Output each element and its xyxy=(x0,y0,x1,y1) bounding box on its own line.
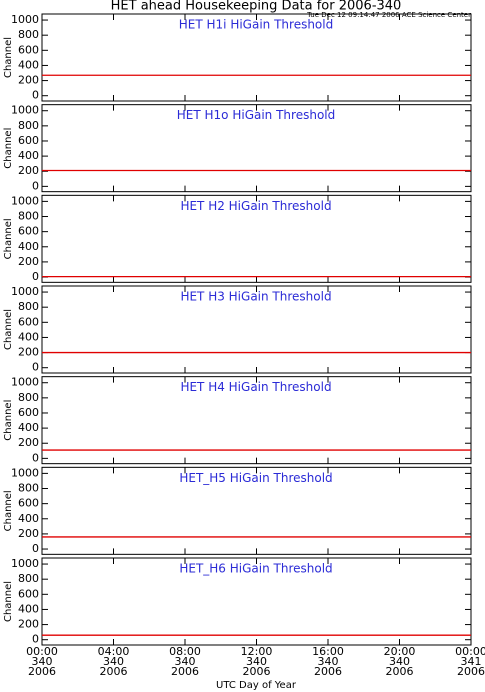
y-axis-label: Channel xyxy=(3,218,14,259)
y-tick-label: 0 xyxy=(32,179,39,192)
panel-title: HET_H6 HiGain Threshold xyxy=(179,562,332,576)
y-tick-label: 0 xyxy=(32,451,39,464)
y-tick-label: 1000 xyxy=(11,557,39,570)
y-tick-label: 400 xyxy=(18,58,39,71)
x-tick-label: 16:00 xyxy=(312,645,344,658)
y-tick-label: 0 xyxy=(32,270,39,283)
y-tick-label: 600 xyxy=(18,315,39,328)
y-tick-label: 200 xyxy=(18,346,39,359)
panel-title: HET_H5 HiGain Threshold xyxy=(179,471,332,485)
x-tick-label: 04:00 xyxy=(98,645,130,658)
y-tick-label: 200 xyxy=(18,164,39,177)
y-tick-label: 1000 xyxy=(11,376,39,389)
y-tick-label: 600 xyxy=(18,225,39,238)
x-tick-label: 2006 xyxy=(28,665,56,678)
y-tick-label: 800 xyxy=(18,482,39,495)
y-axis-label: Channel xyxy=(3,37,14,78)
y-tick-label: 1000 xyxy=(11,13,39,26)
x-tick-label: 2006 xyxy=(386,665,414,678)
x-tick-label: 2006 xyxy=(171,665,199,678)
y-tick-label: 0 xyxy=(32,633,39,646)
x-tick-label: 08:00 xyxy=(169,645,201,658)
y-tick-label: 800 xyxy=(18,28,39,41)
panel-title: HET H1o HiGain Threshold xyxy=(177,108,335,122)
x-tick-label: 340 xyxy=(103,655,124,668)
panel-title: HET H1i HiGain Threshold xyxy=(179,18,333,32)
y-tick-label: 200 xyxy=(18,618,39,631)
y-tick-label: 1000 xyxy=(11,104,39,117)
x-tick-label: 340 xyxy=(246,655,267,668)
panel-title: HET H2 HiGain Threshold xyxy=(180,199,331,213)
page-title: HET ahead Housekeeping Data for 2006-340 xyxy=(111,0,402,14)
y-tick-label: 600 xyxy=(18,406,39,419)
y-axis-label: Channel xyxy=(3,581,14,622)
y-tick-label: 600 xyxy=(18,497,39,510)
x-tick-label: 12:00 xyxy=(241,645,273,658)
x-tick-label: 20:00 xyxy=(384,645,416,658)
y-tick-label: 1000 xyxy=(11,285,39,298)
y-tick-label: 0 xyxy=(32,89,39,102)
x-tick-label: 00:00 xyxy=(26,645,58,658)
y-tick-label: 400 xyxy=(18,421,39,434)
x-tick-label: 340 xyxy=(318,655,339,668)
x-tick-label: 2006 xyxy=(457,665,485,678)
y-tick-label: 800 xyxy=(18,210,39,223)
x-axis-label: UTC Day of Year xyxy=(216,680,297,691)
y-tick-label: 0 xyxy=(32,361,39,374)
y-tick-label: 600 xyxy=(18,43,39,56)
x-tick-label: 2006 xyxy=(100,665,128,678)
panel-title: HET H4 HiGain Threshold xyxy=(180,380,331,394)
subtitle: Tue Dec 12 09:14:47 2006 ACE Science Cen… xyxy=(306,11,471,19)
y-tick-label: 800 xyxy=(18,572,39,585)
y-tick-label: 1000 xyxy=(11,466,39,479)
y-tick-label: 200 xyxy=(18,436,39,449)
y-tick-label: 0 xyxy=(32,542,39,555)
y-tick-label: 400 xyxy=(18,149,39,162)
y-tick-label: 200 xyxy=(18,527,39,540)
y-tick-label: 200 xyxy=(18,74,39,87)
y-tick-label: 800 xyxy=(18,391,39,404)
y-axis-label: Channel xyxy=(3,128,14,169)
y-tick-label: 600 xyxy=(18,587,39,600)
x-tick-label: 340 xyxy=(389,655,410,668)
y-tick-label: 400 xyxy=(18,330,39,343)
y-axis-label: Channel xyxy=(3,490,14,531)
x-tick-label: 00:00 xyxy=(455,645,485,658)
y-tick-label: 800 xyxy=(18,119,39,132)
x-tick-label: 2006 xyxy=(314,665,342,678)
x-tick-label: 340 xyxy=(175,655,196,668)
y-tick-label: 200 xyxy=(18,255,39,268)
y-tick-label: 800 xyxy=(18,300,39,313)
y-tick-label: 400 xyxy=(18,602,39,615)
y-tick-label: 1000 xyxy=(11,194,39,207)
panel-title: HET H3 HiGain Threshold xyxy=(180,290,331,304)
x-tick-label: 340 xyxy=(32,655,53,668)
y-axis-label: Channel xyxy=(3,400,14,441)
y-tick-label: 600 xyxy=(18,134,39,147)
x-tick-label: 341 xyxy=(461,655,482,668)
y-tick-label: 400 xyxy=(18,240,39,253)
x-tick-label: 2006 xyxy=(243,665,271,678)
y-axis-label: Channel xyxy=(3,309,14,350)
y-tick-label: 400 xyxy=(18,512,39,525)
